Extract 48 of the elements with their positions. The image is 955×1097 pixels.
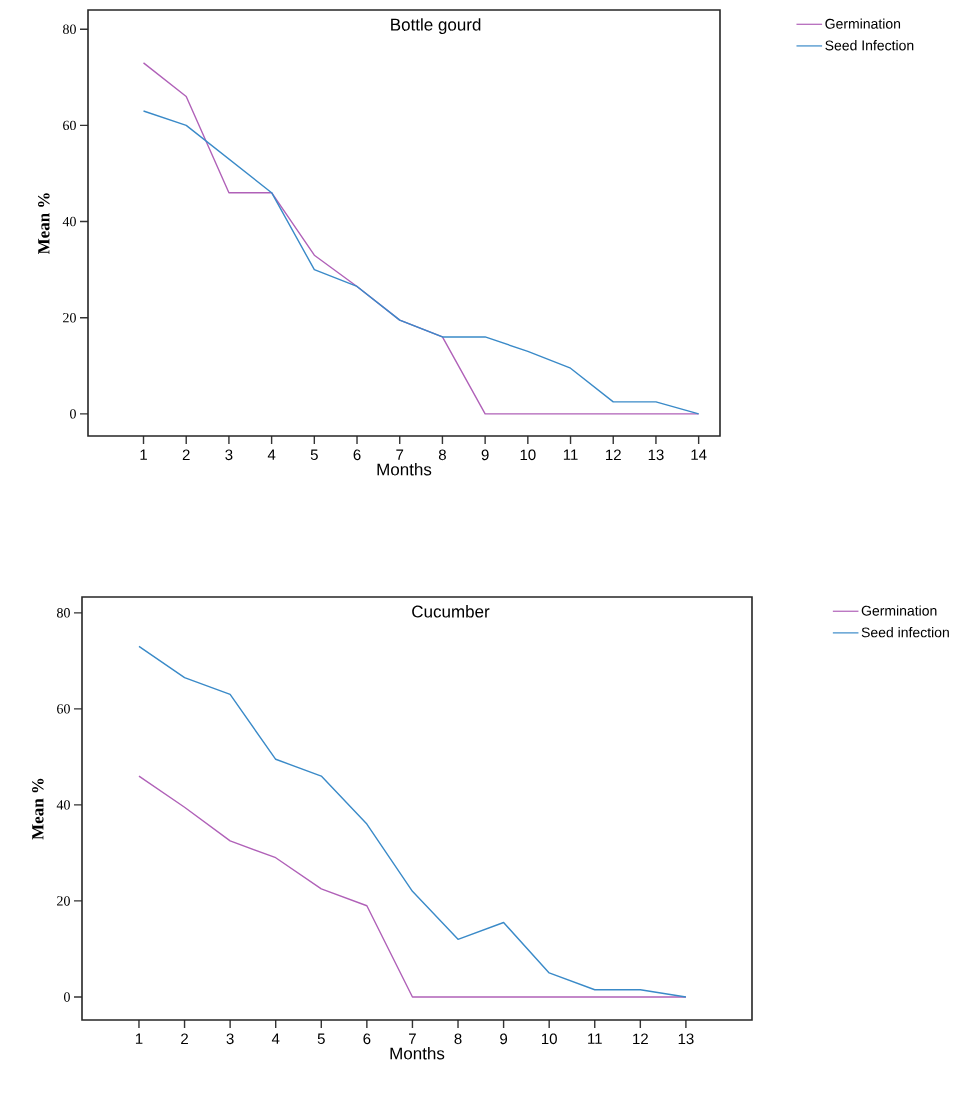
x-tick-label: 3 [226, 1033, 234, 1045]
x-tick-label: 9 [481, 449, 489, 461]
y-tick-label: 20 [57, 896, 70, 906]
x-tick-label: 7 [396, 449, 404, 460]
x-tick-label: 5 [310, 449, 318, 460]
legend-label: Seed infection [861, 627, 949, 638]
x-tick-label: 1 [135, 1033, 143, 1044]
y-tick-label: 40 [62, 216, 76, 227]
x-tick-label: 6 [363, 1033, 371, 1045]
x-tick-label: 8 [438, 449, 446, 461]
y-tick-label: 20 [63, 312, 76, 323]
y-tick-label: 60 [63, 120, 76, 131]
y-tick-label: 40 [56, 800, 70, 810]
chart-title: Cucumber [412, 605, 490, 618]
x-tick-label: 11 [588, 1033, 602, 1044]
x-tick-label: 3 [225, 449, 233, 461]
y-tick-label: 80 [63, 24, 76, 34]
x-tick-label: 5 [317, 1033, 325, 1044]
x-tick-label: 2 [181, 1033, 188, 1044]
line-series [138, 645, 687, 998]
y-tick-label: 60 [57, 704, 70, 714]
x-tick-label: 1 [140, 449, 147, 460]
x-tick-label: 8 [454, 1033, 462, 1045]
y-tick-label: 80 [57, 608, 70, 618]
x-tick-label: 7 [409, 1033, 416, 1044]
y-axis-title: Mean % [32, 778, 44, 840]
legend-label: Germination [861, 605, 937, 616]
y-axis-title: Mean % [38, 193, 50, 255]
x-tick-label: 13 [678, 1033, 694, 1045]
x-tick-label: 11 [563, 449, 578, 460]
x-tick-label: 2 [182, 449, 190, 460]
x-axis-title: Months [390, 1047, 445, 1060]
x-tick-label: 10 [520, 449, 536, 461]
x-tick-label: 12 [633, 1033, 648, 1044]
x-tick-label: 12 [606, 449, 621, 460]
x-tick-label: 4 [267, 449, 276, 460]
x-tick-label: 14 [691, 449, 707, 460]
legend-label: Seed Infection [825, 40, 914, 51]
chart-title: Bottle gourd [391, 18, 481, 35]
x-axis-title: Months [377, 463, 432, 476]
legend-label: Germination [825, 18, 901, 29]
y-tick-label: 0 [70, 409, 76, 419]
x-tick-label: 6 [353, 449, 361, 461]
x-tick-label: 9 [500, 1033, 508, 1045]
x-tick-label: 10 [541, 1033, 557, 1045]
y-tick-label: 0 [64, 992, 70, 1002]
x-tick-label: 4 [271, 1033, 280, 1044]
x-tick-label: 13 [648, 449, 664, 461]
